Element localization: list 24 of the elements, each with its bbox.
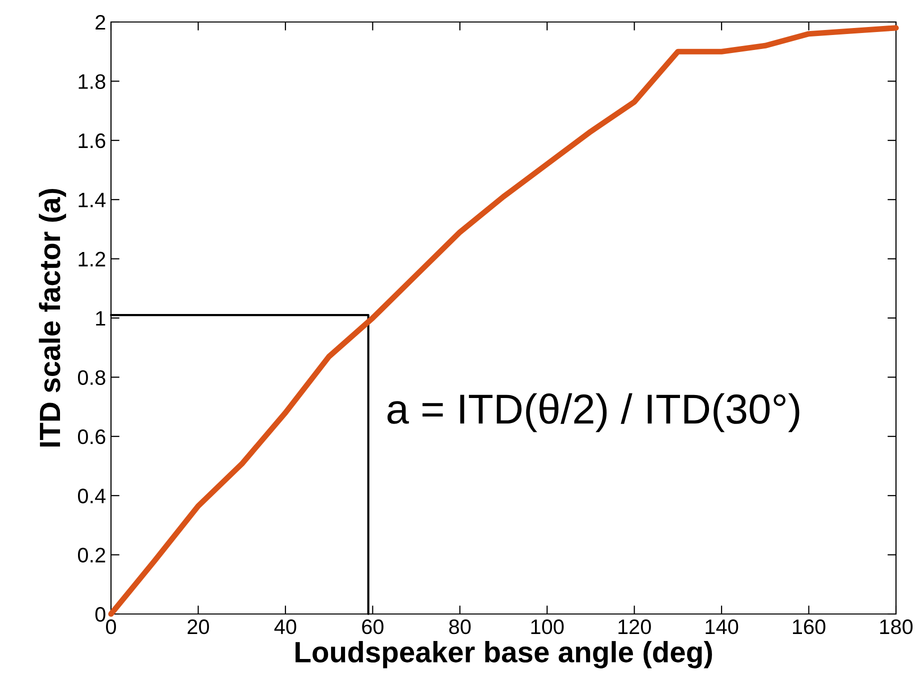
y-tick-label: 1.2 <box>78 252 106 266</box>
y-tick-label: 0.6 <box>78 429 106 444</box>
y-tick-label: 1.6 <box>78 133 106 148</box>
y-axis-title: ITD scale factor (a) <box>38 188 66 447</box>
x-tick-label: 0 <box>106 619 116 634</box>
y-tick-label: 1.8 <box>78 74 106 89</box>
annotation: a = ITD(θ/2) / ITD(30°) <box>388 393 800 432</box>
x-tick-label: 140 <box>706 619 738 634</box>
x-tick-label: 80 <box>449 619 471 634</box>
y-tick-label: 1.4 <box>78 192 106 208</box>
x-tick-label: 160 <box>792 619 826 634</box>
x-tick-label: 120 <box>618 619 651 634</box>
x-tick-label: 100 <box>531 619 564 634</box>
y-tick-label: 2 <box>96 15 106 30</box>
x-axis-title: Loudspeaker base angle (deg) <box>296 641 712 668</box>
y-tick-label: 0 <box>95 607 106 622</box>
y-tick-label: 0.2 <box>78 548 106 563</box>
x-tick-label: 40 <box>274 619 296 634</box>
y-tick-label: 1 <box>96 311 106 326</box>
y-tick-label: 0.4 <box>78 488 106 504</box>
x-tick-label: 20 <box>188 619 209 634</box>
y-tick-label: 0.8 <box>78 370 106 385</box>
x-tick-label: 60 <box>362 619 384 634</box>
x-tick-label: 180 <box>880 619 913 634</box>
